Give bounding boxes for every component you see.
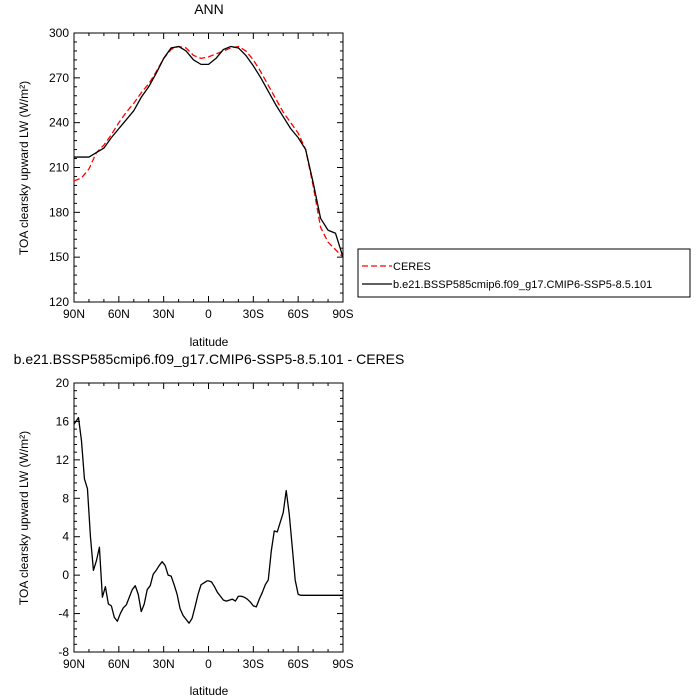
mean-chart-xtick-label: 0	[205, 307, 212, 321]
mean-chart-axes: 90N 60N 30N 0 30S 60S 90S 120 150 180 210 240 270 300	[49, 26, 354, 321]
difference-chart-xtick-label: 0	[205, 657, 212, 671]
mean-chart-xlabel: latitude	[190, 335, 229, 349]
mean-chart-panel: ANN 90N 60N 30N 0 30S 60S 90S 120 150 180 210 240 27…	[17, 1, 354, 349]
difference-chart-xtick-label: 60S	[287, 657, 308, 671]
difference-chart-ytick-label: 4	[62, 530, 69, 544]
difference-chart-ytick-label: 20	[56, 376, 70, 390]
difference-chart-xtick-label: 90S	[332, 657, 353, 671]
mean-chart-xtick-label: 90S	[332, 307, 353, 321]
difference-chart-ylabel: TOA clearsky upward LW (W/m²)	[17, 431, 31, 605]
mean-chart-series-line-0	[73, 45, 344, 258]
legend-box	[357, 248, 691, 298]
difference-chart-frame	[73, 382, 344, 653]
mean-chart-xtick-label: 60N	[108, 307, 130, 321]
difference-chart-ytick-label: -4	[58, 607, 69, 621]
mean-chart-ytick-label: 210	[49, 161, 69, 175]
mean-chart-series-line-1	[74, 45, 344, 258]
difference-chart-ytick-label: -8	[58, 645, 69, 659]
mean-chart-series	[73, 45, 344, 258]
mean-chart-ytick-label: 300	[49, 26, 69, 40]
difference-chart-ytick-label: 16	[56, 414, 70, 428]
mean-chart-frame	[73, 32, 344, 303]
legend-ceres-label: CERES	[393, 261, 431, 273]
difference-chart-xtick-label: 30S	[243, 657, 264, 671]
difference-chart-ytick-label: 0	[62, 568, 69, 582]
mean-chart-ytick-label: 180	[49, 205, 69, 219]
difference-chart-axes: 90N 60N 30N 0 30S 60S 90S -8 -4 0 4 8 12 16 20	[56, 376, 354, 671]
difference-chart-series-line-0	[73, 416, 343, 624]
mean-chart-xtick-label: 60S	[287, 307, 308, 321]
legend: CERES b.e21.BSSP585cmip6.f09_g17.CMIP6-S…	[357, 248, 691, 298]
mean-chart-xtick-label: 90N	[63, 307, 85, 321]
mean-chart-ytick-label: 120	[49, 295, 69, 309]
difference-chart-ytick-label: 8	[62, 491, 69, 505]
difference-chart-xlabel: latitude	[190, 684, 229, 698]
mean-chart-xtick-label: 30N	[153, 307, 175, 321]
difference-chart-xtick-label: 60N	[108, 657, 130, 671]
mean-chart-ytick-label: 150	[49, 250, 69, 264]
difference-chart-series	[73, 416, 343, 624]
difference-chart-title: b.e21.BSSP585cmip6.f09_g17.CMIP6-SSP5-8.…	[14, 351, 405, 367]
mean-chart-ytick-label: 270	[49, 71, 69, 85]
mean-chart-ylabel: TOA clearsky upward LW (W/m²)	[17, 81, 31, 255]
mean-chart-title: ANN	[194, 1, 224, 17]
difference-chart-xtick-label: 90N	[63, 657, 85, 671]
mean-chart-ytick-label: 240	[49, 116, 69, 130]
legend-model-label: b.e21.BSSP585cmip6.f09_g17.CMIP6-SSP5-8.…	[393, 279, 652, 291]
mean-chart-xtick-label: 30S	[243, 307, 264, 321]
difference-chart-ytick-label: 12	[56, 453, 70, 467]
difference-chart-panel: b.e21.BSSP585cmip6.f09_g17.CMIP6-SSP5-8.…	[14, 351, 405, 698]
difference-chart-xtick-label: 30N	[153, 657, 175, 671]
